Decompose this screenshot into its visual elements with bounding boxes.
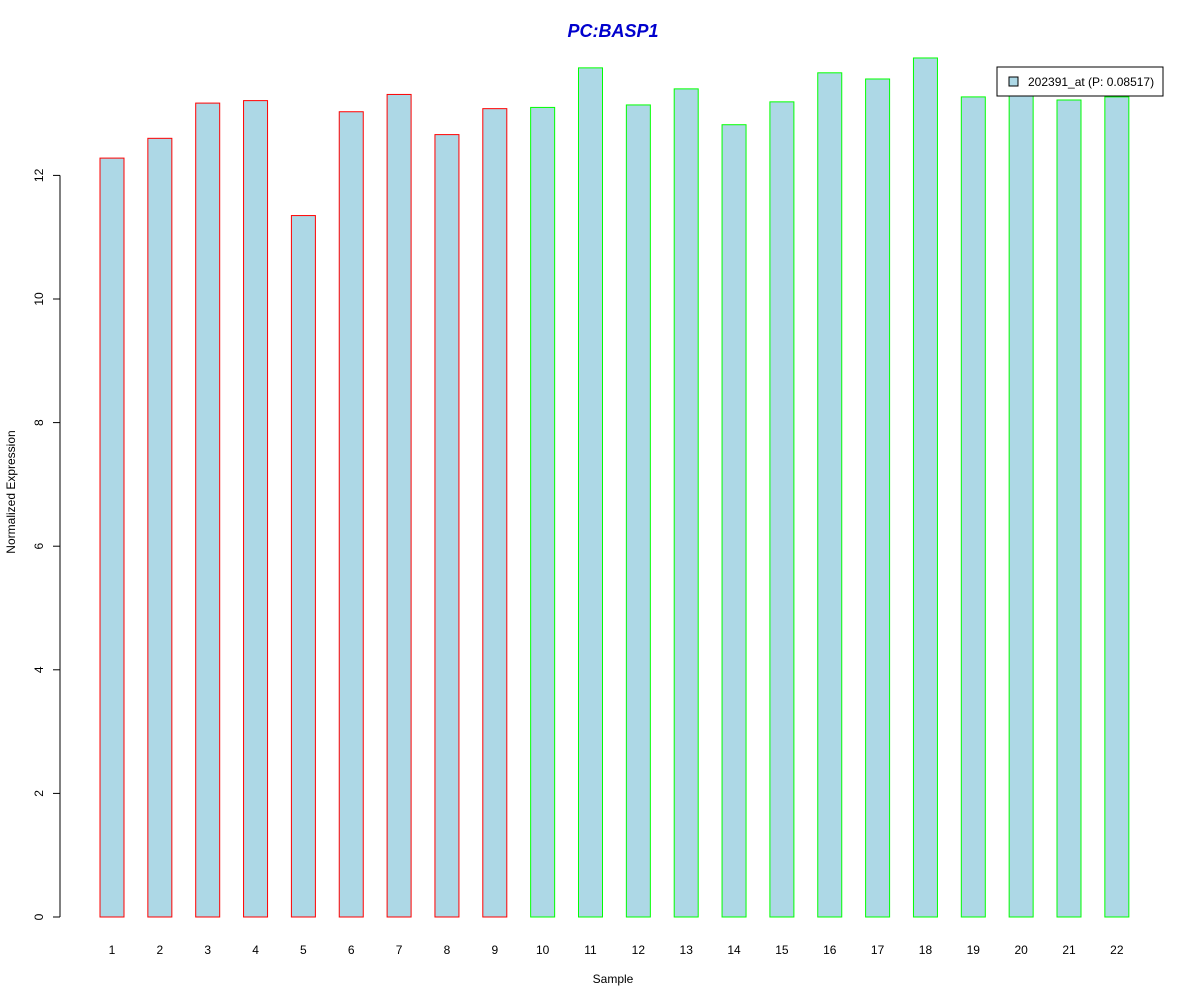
x-tick-label: 13 [680,943,694,957]
y-tick-label: 2 [32,790,46,797]
x-tick-label: 4 [252,943,259,957]
x-axis-tick-labels: 1 2 3 4 5 6 7 8 9 10 11 12 13 14 15 16 17 18 19 20 21 22 [109,943,1124,957]
x-tick-label: 18 [919,943,933,957]
bar [290,215,316,918]
x-tick-label: 1 [109,943,116,957]
bar [99,157,125,918]
x-tick-label: 7 [396,943,403,957]
x-tick-label: 15 [775,943,789,957]
x-tick-label: 22 [1110,943,1124,957]
x-tick-label: 20 [1014,943,1028,957]
legend-swatch [1008,76,1019,87]
legend: 202391_at (P: 0.08517) [996,66,1164,97]
y-tick-label: 8 [32,419,46,426]
x-tick-label: 17 [871,943,885,957]
x-tick-label: 16 [823,943,837,957]
bar [865,78,891,918]
bar [243,100,269,918]
x-tick-label: 8 [444,943,451,957]
x-tick-label: 12 [632,943,646,957]
y-axis: 0 2 4 6 8 10 12 [32,168,61,920]
bar [960,96,986,918]
bar [578,67,603,918]
x-tick-label: 11 [584,943,597,957]
bar [530,106,556,918]
y-axis-label: Normalized Expression [4,430,18,553]
bar [434,134,460,918]
bar [769,101,795,918]
bar [721,124,747,918]
legend-box [996,66,1164,97]
y-tick-label: 0 [32,913,46,920]
x-tick-label: 6 [348,943,355,957]
x-tick-label: 10 [536,943,550,957]
bar [386,93,412,918]
x-tick-label: 2 [157,943,164,957]
bar [673,88,699,918]
y-tick-label: 12 [32,168,46,182]
chart-title: PC:BASP1 [567,21,658,41]
bar [1056,99,1082,918]
y-tick-label: 10 [32,292,46,306]
bar [195,102,221,918]
x-axis-label: Sample [593,972,634,986]
bars [99,57,1130,918]
x-tick-label: 19 [967,943,981,957]
bar [482,108,508,918]
y-tick-label: 4 [32,666,46,673]
bar [1104,96,1130,918]
bar [912,57,938,918]
y-tick-label: 6 [32,543,46,550]
bar [1008,93,1034,918]
x-tick-label: 21 [1062,943,1076,957]
x-tick-label: 5 [300,943,307,957]
x-tick-label: 14 [727,943,741,957]
bar [625,104,651,918]
bar [147,137,173,918]
x-tick-label: 9 [491,943,498,957]
bar [338,111,364,918]
bar [817,72,843,918]
legend-entry-label: 202391_at (P: 0.08517) [1028,75,1154,89]
x-tick-label: 3 [204,943,211,957]
